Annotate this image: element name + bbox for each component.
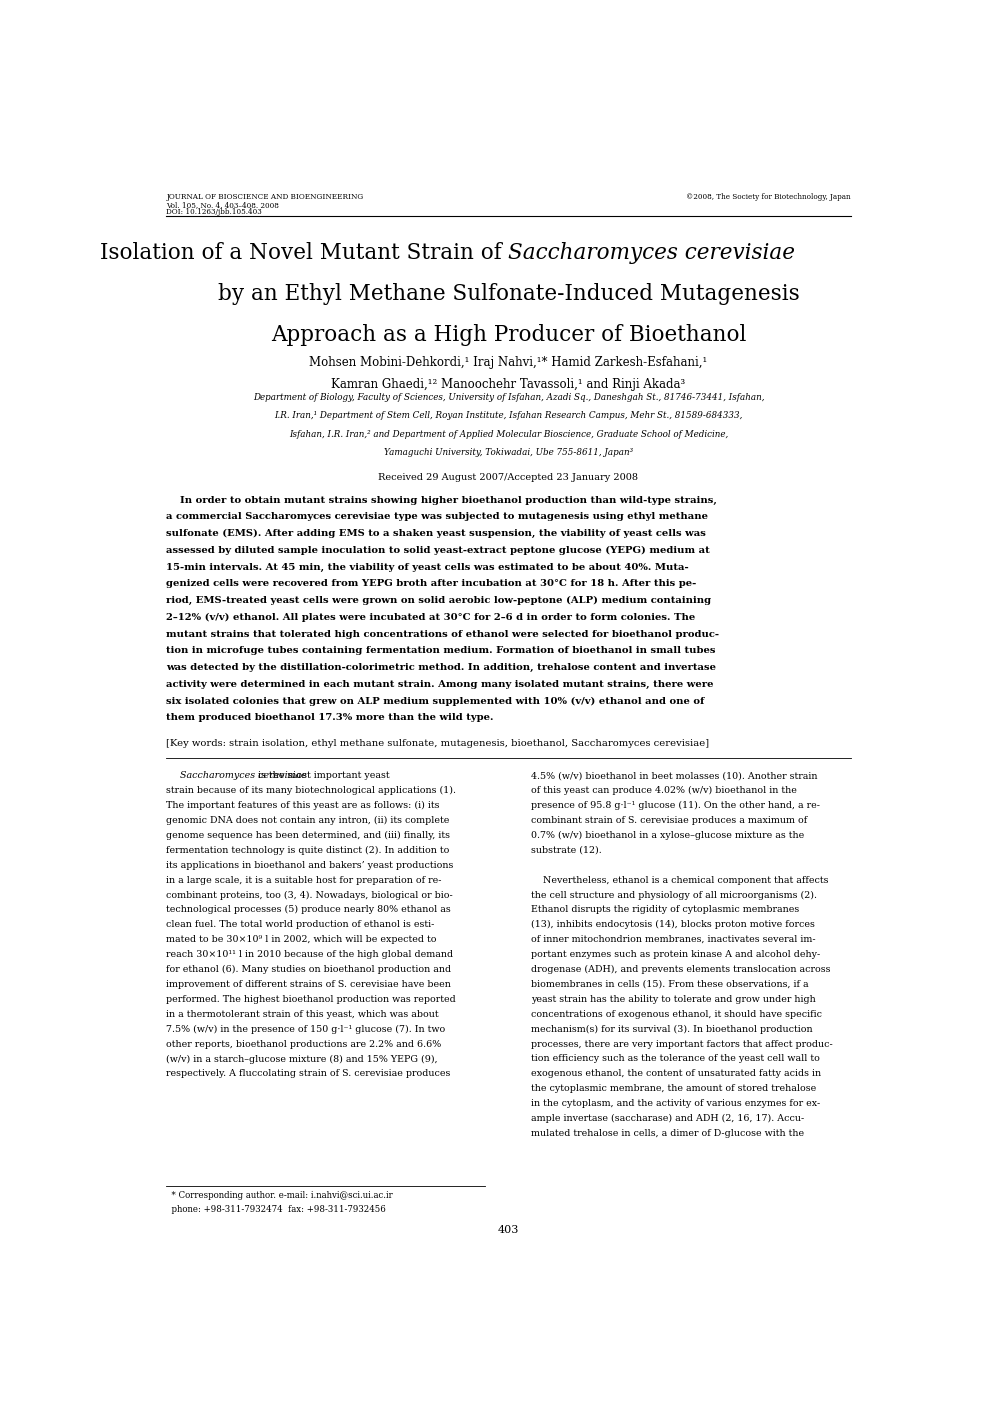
Text: substrate (12).: substrate (12).: [532, 846, 602, 854]
Text: JOURNAL OF BIOSCIENCE AND BIOENGINEERING: JOURNAL OF BIOSCIENCE AND BIOENGINEERING: [167, 194, 363, 201]
Text: combinant strain of S. cerevisiae produces a maximum of: combinant strain of S. cerevisiae produc…: [532, 817, 807, 825]
Text: drogenase (ADH), and prevents elements translocation across: drogenase (ADH), and prevents elements t…: [532, 965, 831, 974]
Text: presence of 95.8 g·l⁻¹ glucose (11). On the other hand, a re-: presence of 95.8 g·l⁻¹ glucose (11). On …: [532, 801, 820, 810]
Text: by an Ethyl Methane Sulfonate-Induced Mutagenesis: by an Ethyl Methane Sulfonate-Induced Mu…: [217, 283, 800, 304]
Text: mechanism(s) for its survival (3). In bioethanol production: mechanism(s) for its survival (3). In bi…: [532, 1024, 813, 1034]
Text: 4.5% (w/v) bioethanol in beet molasses (10). Another strain: 4.5% (w/v) bioethanol in beet molasses (…: [532, 772, 818, 780]
Text: tion in microfuge tubes containing fermentation medium. Formation of bioethanol : tion in microfuge tubes containing ferme…: [167, 647, 716, 655]
Text: processes, there are very important factors that affect produc-: processes, there are very important fact…: [532, 1040, 833, 1048]
Text: assessed by diluted sample inoculation to solid yeast-extract peptone glucose (Y: assessed by diluted sample inoculation t…: [167, 546, 710, 556]
Text: was detected by the distillation-colorimetric method. In addition, trehalose con: was detected by the distillation-colorim…: [167, 664, 716, 672]
Text: its applications in bioethanol and bakers’ yeast productions: its applications in bioethanol and baker…: [167, 860, 453, 870]
Text: clean fuel. The total world production of ethanol is esti-: clean fuel. The total world production o…: [167, 920, 434, 929]
Text: them produced bioethanol 17.3% more than the wild type.: them produced bioethanol 17.3% more than…: [167, 713, 494, 723]
Text: 15-min intervals. At 45 min, the viability of yeast cells was estimated to be ab: 15-min intervals. At 45 min, the viabili…: [167, 563, 688, 571]
Text: (w/v) in a starch–glucose mixture (8) and 15% YEPG (9),: (w/v) in a starch–glucose mixture (8) an…: [167, 1055, 437, 1063]
Text: a commercial Saccharomyces cerevisiae type was subjected to mutagenesis using et: a commercial Saccharomyces cerevisiae ty…: [167, 512, 708, 522]
Text: In order to obtain mutant strains showing higher bioethanol production than wild: In order to obtain mutant strains showin…: [167, 495, 717, 505]
Text: combinant proteins, too (3, 4). Nowadays, biological or bio-: combinant proteins, too (3, 4). Nowadays…: [167, 891, 453, 899]
Text: Approach as a High Producer of Bioethanol: Approach as a High Producer of Bioethano…: [271, 324, 746, 347]
Text: Yamaguchi University, Tokiwadai, Ube 755-8611, Japan³: Yamaguchi University, Tokiwadai, Ube 755…: [384, 448, 633, 457]
Text: portant enzymes such as protein kinase A and alcohol dehy-: portant enzymes such as protein kinase A…: [532, 950, 820, 960]
Text: Nevertheless, ethanol is a chemical component that affects: Nevertheless, ethanol is a chemical comp…: [532, 875, 829, 884]
Text: mulated trehalose in cells, a dimer of D-glucose with the: mulated trehalose in cells, a dimer of D…: [532, 1129, 805, 1138]
Text: improvement of different strains of S. cerevisiae have been: improvement of different strains of S. c…: [167, 979, 451, 989]
Text: yeast strain has the ability to tolerate and grow under high: yeast strain has the ability to tolerate…: [532, 995, 816, 1003]
Text: tion efficiency such as the tolerance of the yeast cell wall to: tion efficiency such as the tolerance of…: [532, 1055, 820, 1063]
Text: concentrations of exogenous ethanol, it should have specific: concentrations of exogenous ethanol, it …: [532, 1010, 822, 1019]
Text: in the cytoplasm, and the activity of various enzymes for ex-: in the cytoplasm, and the activity of va…: [532, 1099, 820, 1108]
Text: (13), inhibits endocytosis (14), blocks proton motive forces: (13), inhibits endocytosis (14), blocks …: [532, 920, 815, 929]
Text: in a thermotolerant strain of this yeast, which was about: in a thermotolerant strain of this yeast…: [167, 1010, 438, 1019]
Text: six isolated colonies that grew on ALP medium supplemented with 10% (v/v) ethano: six isolated colonies that grew on ALP m…: [167, 697, 704, 706]
Text: Ethanol disrupts the rigidity of cytoplasmic membranes: Ethanol disrupts the rigidity of cytopla…: [532, 905, 800, 915]
Text: other reports, bioethanol productions are 2.2% and 6.6%: other reports, bioethanol productions ar…: [167, 1040, 441, 1048]
Text: activity were determined in each mutant strain. Among many isolated mutant strai: activity were determined in each mutant …: [167, 680, 714, 689]
Text: 7.5% (w/v) in the presence of 150 g·l⁻¹ glucose (7). In two: 7.5% (w/v) in the presence of 150 g·l⁻¹ …: [167, 1024, 445, 1034]
Text: performed. The highest bioethanol production was reported: performed. The highest bioethanol produc…: [167, 995, 456, 1003]
Text: respectively. A fluccolating strain of S. cerevisiae produces: respectively. A fluccolating strain of S…: [167, 1069, 450, 1079]
Text: exogenous ethanol, the content of unsaturated fatty acids in: exogenous ethanol, the content of unsatu…: [532, 1069, 821, 1079]
Text: Isfahan, I.R. Iran,² and Department of Applied Molecular Bioscience, Graduate Sc: Isfahan, I.R. Iran,² and Department of A…: [289, 429, 728, 439]
Text: reach 30×10¹¹ l in 2010 because of the high global demand: reach 30×10¹¹ l in 2010 because of the h…: [167, 950, 453, 960]
Text: riod, EMS-treated yeast cells were grown on solid aerobic low-peptone (ALP) medi: riod, EMS-treated yeast cells were grown…: [167, 596, 711, 605]
Text: * Corresponding author. e-mail: i.nahvi@sci.ui.ac.ir: * Corresponding author. e-mail: i.nahvi@…: [167, 1191, 393, 1201]
Text: 0.7% (w/v) bioethanol in a xylose–glucose mixture as the: 0.7% (w/v) bioethanol in a xylose–glucos…: [532, 831, 805, 840]
Text: Mohsen Mobini-Dehkordi,¹ Iraj Nahvi,¹* Hamid Zarkesh-Esfahani,¹: Mohsen Mobini-Dehkordi,¹ Iraj Nahvi,¹* H…: [310, 356, 707, 369]
Text: Isolation of a Novel Mutant Strain of: Isolation of a Novel Mutant Strain of: [100, 241, 509, 264]
Text: DOI: 10.1263/jbb.105.403: DOI: 10.1263/jbb.105.403: [167, 208, 262, 216]
Text: I.R. Iran,¹ Department of Stem Cell, Royan Institute, Isfahan Research Campus, M: I.R. Iran,¹ Department of Stem Cell, Roy…: [274, 411, 743, 421]
Text: of this yeast can produce 4.02% (w/v) bioethanol in the: of this yeast can produce 4.02% (w/v) bi…: [532, 786, 798, 796]
Text: Department of Biology, Faculty of Sciences, University of Isfahan, Azadi Sq., Da: Department of Biology, Faculty of Scienc…: [253, 393, 764, 403]
Text: sulfonate (EMS). After adding EMS to a shaken yeast suspension, the viability of: sulfonate (EMS). After adding EMS to a s…: [167, 529, 706, 539]
Text: Kamran Ghaedi,¹² Manoochehr Tavassoli,¹ and Rinji Akada³: Kamran Ghaedi,¹² Manoochehr Tavassoli,¹ …: [331, 377, 685, 391]
Text: Vol. 105, No. 4, 403–408. 2008: Vol. 105, No. 4, 403–408. 2008: [167, 201, 279, 209]
Text: mutant strains that tolerated high concentrations of ethanol were selected for b: mutant strains that tolerated high conce…: [167, 630, 719, 638]
Text: 2–12% (v/v) ethanol. All plates were incubated at 30°C for 2–6 d in order to for: 2–12% (v/v) ethanol. All plates were inc…: [167, 613, 695, 622]
Text: genomic DNA does not contain any intron, (ii) its complete: genomic DNA does not contain any intron,…: [167, 817, 449, 825]
Text: the cytoplasmic membrane, the amount of stored trehalose: the cytoplasmic membrane, the amount of …: [532, 1085, 816, 1093]
Text: ©2008, The Society for Biotechnology, Japan: ©2008, The Society for Biotechnology, Ja…: [685, 194, 850, 201]
Text: the cell structure and physiology of all microorganisms (2).: the cell structure and physiology of all…: [532, 891, 817, 899]
Text: genized cells were recovered from YEPG broth after incubation at 30°C for 18 h. : genized cells were recovered from YEPG b…: [167, 579, 696, 588]
Text: is the most important yeast: is the most important yeast: [256, 772, 390, 780]
Text: The important features of this yeast are as follows: (i) its: The important features of this yeast are…: [167, 801, 439, 810]
Text: genome sequence has been determined, and (iii) finally, its: genome sequence has been determined, and…: [167, 831, 450, 840]
Text: 403: 403: [498, 1225, 519, 1235]
Text: of inner mitochondrion membranes, inactivates several im-: of inner mitochondrion membranes, inacti…: [532, 936, 816, 944]
Text: fermentation technology is quite distinct (2). In addition to: fermentation technology is quite distinc…: [167, 846, 449, 854]
Text: Saccharomyces cerevisiae: Saccharomyces cerevisiae: [181, 772, 307, 780]
Text: in a large scale, it is a suitable host for preparation of re-: in a large scale, it is a suitable host …: [167, 875, 441, 884]
Text: strain because of its many biotechnological applications (1).: strain because of its many biotechnologi…: [167, 786, 456, 796]
Text: Saccharomyces cerevisiae: Saccharomyces cerevisiae: [509, 241, 796, 264]
Text: biomembranes in cells (15). From these observations, if a: biomembranes in cells (15). From these o…: [532, 979, 809, 989]
Text: phone: +98-311-7932474  fax: +98-311-7932456: phone: +98-311-7932474 fax: +98-311-7932…: [167, 1205, 386, 1215]
Text: [Key words: strain isolation, ethyl methane sulfonate, mutagenesis, bioethanol, : [Key words: strain isolation, ethyl meth…: [167, 739, 709, 748]
Text: Received 29 August 2007/Accepted 23 January 2008: Received 29 August 2007/Accepted 23 Janu…: [378, 473, 639, 483]
Text: ample invertase (saccharase) and ADH (2, 16, 17). Accu-: ample invertase (saccharase) and ADH (2,…: [532, 1114, 805, 1124]
Text: for ethanol (6). Many studies on bioethanol production and: for ethanol (6). Many studies on bioetha…: [167, 965, 451, 974]
Text: technological processes (5) produce nearly 80% ethanol as: technological processes (5) produce near…: [167, 905, 451, 915]
Text: mated to be 30×10⁹ l in 2002, which will be expected to: mated to be 30×10⁹ l in 2002, which will…: [167, 936, 436, 944]
